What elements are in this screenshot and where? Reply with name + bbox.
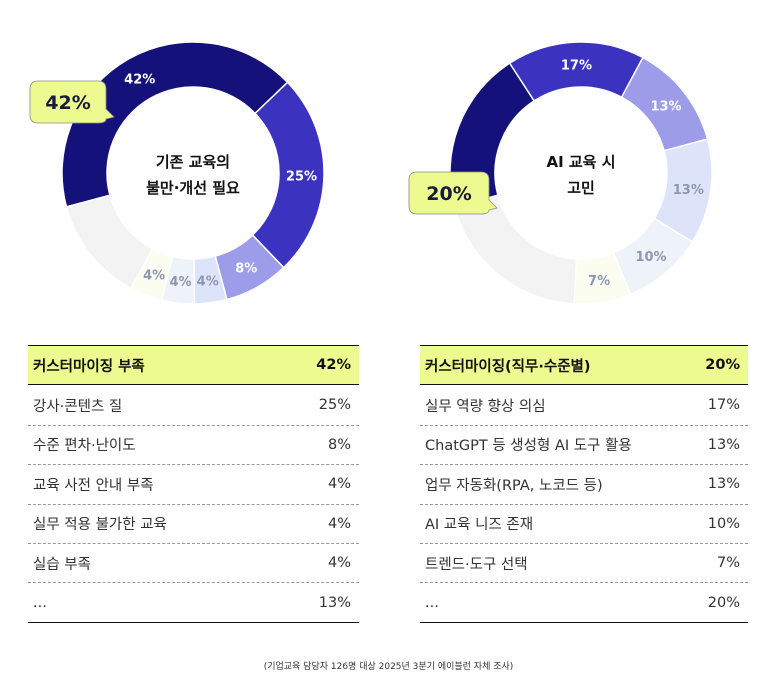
table-row: ... 13% [28,582,359,621]
table-row: 실습 부족 4% [28,542,359,582]
table-row: 트렌드·도구 선택 7% [420,542,748,582]
table-row: AI 교육 니즈 존재 10% [420,503,748,543]
row-label: 업무 자동화(RPA, 노코드 등) [425,477,603,494]
donut-slice [65,194,154,290]
slice-label: 17% [561,59,592,74]
table-row: 교육 사전 안내 부족 4% [28,464,359,503]
table-row: 실무 적용 불가한 교육 4% [28,503,359,543]
row-value: 25% [318,397,351,414]
callout-bubble [29,80,115,124]
row-value: 42% [316,357,351,374]
row-label: ... [425,594,439,611]
slice-label: 4% [143,268,165,283]
slice-label: 25% [286,169,317,184]
table-row: ChatGPT 등 생성형 AI 도구 활용 13% [420,424,748,464]
slice-label: 8% [235,262,257,277]
donut-center-title: AI 교육 시 [546,153,615,171]
table-row: 실무 역량 향상 의심 17% [420,385,748,424]
row-label: 실습 부족 [33,556,91,573]
footnote: (기업교육 담당자 126명 대상 2025년 3분기 에이블런 자체 조사) [263,662,514,672]
row-label: 실무 적용 불가한 교육 [33,517,167,534]
table-row: 커스터마이징(직무·수준별) 20% [420,346,748,386]
donut-chart-right: 17% 13% 13% 10% 7% AI 교육 시고민 20% [408,41,713,305]
slice-label: 4% [197,274,219,289]
row-value: 10% [707,515,740,532]
slice-label: 42% [124,72,155,87]
row-label: 수준 편차·난이도 [33,438,136,455]
callout-value: 20% [426,183,471,205]
callout-bubble [408,171,498,215]
row-label: ... [33,594,47,611]
slice-label: 4% [169,275,191,290]
slice-label: 13% [650,100,681,115]
donut-center-title: 불만·개선 필요 [146,179,240,197]
row-value: 20% [707,594,740,611]
table-row: 커스터마이징 부족 42% [28,346,359,386]
slice-label: 7% [588,274,610,289]
row-value: 13% [707,476,740,493]
row-label: 커스터마이징 부족 [33,358,145,375]
row-value: 7% [716,555,740,572]
donut-center-title: 기존 교육의 [156,153,230,171]
table-row: 업무 자동화(RPA, 노코드 등) 13% [420,464,748,503]
row-label: 트렌드·도구 선택 [425,556,528,573]
row-value: 13% [707,436,740,453]
row-value: 4% [327,555,351,572]
table-row: 강사·콘텐츠 질 25% [28,385,359,424]
row-value: 17% [707,397,740,414]
table-row: ... 20% [420,582,748,621]
donut-center-title: 고민 [567,179,595,197]
table-row: 수준 편차·난이도 8% [28,424,359,464]
row-value: 13% [318,594,351,611]
row-value: 8% [327,436,351,453]
table-left: 커스터마이징 부족 42% 강사·콘텐츠 질 25% 수준 편차·난이도 8% 교육 … [28,345,359,623]
row-label: 교육 사전 안내 부족 [33,477,154,494]
row-label: 커스터마이징(직무·수준별) [425,358,591,375]
row-label: AI 교육 니즈 존재 [425,517,534,534]
row-value: 4% [327,476,351,493]
row-value: 4% [327,515,351,532]
row-value: 20% [705,357,740,374]
slice-label: 10% [635,250,666,265]
table-right: 커스터마이징(직무·수준별) 20% 실무 역량 향상 의심 17% ChatGPT… [420,345,748,623]
row-label: ChatGPT 등 생성형 AI 도구 활용 [425,438,632,455]
callout-value: 42% [45,92,90,114]
row-label: 강사·콘텐츠 질 [33,398,123,415]
slice-label: 13% [673,183,704,198]
row-label: 실무 역량 향상 의심 [425,398,546,415]
